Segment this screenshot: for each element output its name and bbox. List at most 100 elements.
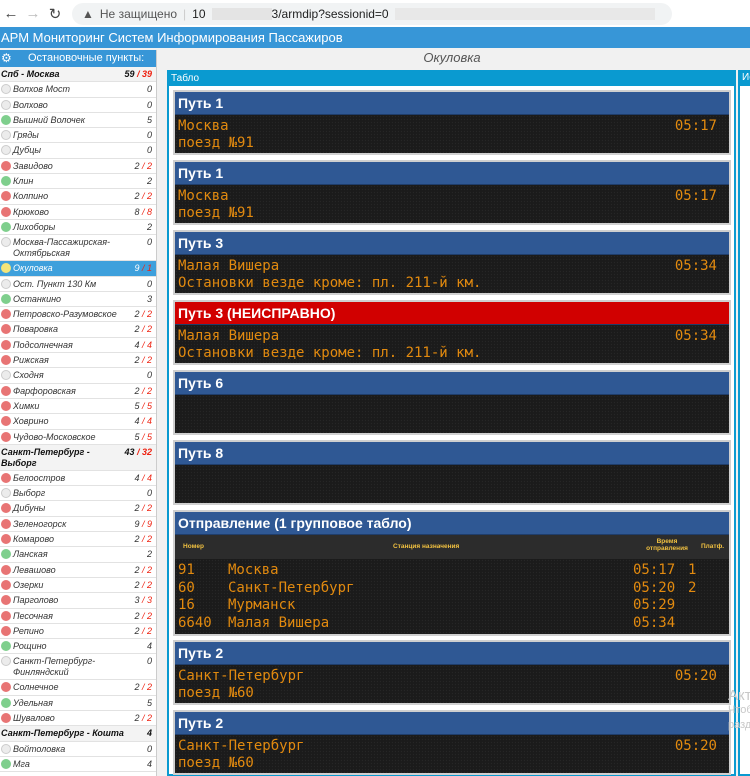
stop-item[interactable]: Лихоборы 2: [0, 220, 156, 236]
board: Путь 2 Санкт-Петербург поезд №60 05:20: [173, 710, 731, 775]
address-bar[interactable]: ▲ Не защищено | 10 3/armdip?sessionid=0: [72, 2, 672, 25]
count-faulty-value: 2: [146, 579, 152, 590]
stop-item[interactable]: Рощино 4: [0, 639, 156, 655]
board-display: [175, 465, 729, 503]
board: Путь 1 Москва поезд №91 05:17: [173, 90, 731, 155]
stop-name: Москва-Пассажирская-Октябрьская: [13, 237, 111, 259]
station-title: Окуловка: [423, 50, 481, 65]
stop-item[interactable]: Москва-Пассажирская-Октябрьская 0: [0, 235, 156, 262]
count-faulty: / 2: [139, 503, 152, 514]
stop-item[interactable]: Войтоловка 0: [0, 742, 156, 757]
count-total: 2: [146, 176, 152, 187]
count-total: 2: [134, 191, 140, 202]
count-faulty: / 2: [139, 534, 152, 545]
stop-item[interactable]: Рижская 2 / 2: [0, 353, 156, 369]
stop-item[interactable]: Белоостров 4 / 4: [0, 471, 156, 487]
stop-count: 4 / 4: [134, 340, 152, 351]
stop-name: Рощино: [13, 641, 47, 652]
stop-count: 2 / 2: [134, 191, 152, 202]
count-total: 5: [146, 114, 152, 125]
route-group[interactable]: Спб - Москва 59 / 39: [0, 67, 156, 83]
stop-item[interactable]: Выборг 0: [0, 486, 156, 502]
stop-name: Останкино: [13, 293, 62, 304]
stop-count: 2: [147, 549, 152, 560]
count-total: 4: [146, 728, 152, 739]
stop-item[interactable]: Крюково 8 / 8: [0, 205, 156, 220]
stop-item[interactable]: Парголово 3 / 3: [0, 593, 156, 609]
board-line-1: Санкт-Петербург: [178, 738, 305, 754]
board-line-1: Малая Вишера: [178, 328, 280, 344]
stop-item[interactable]: Левашово 2 / 2: [0, 563, 156, 578]
stop-item[interactable]: Фарфоровская 2 / 2: [0, 384, 156, 399]
stop-item[interactable]: Петровско-Разумовское 2 / 2: [0, 307, 156, 323]
status-dot-icon: [1, 610, 11, 621]
stop-item[interactable]: Ховрино 4 / 4: [0, 414, 156, 430]
stop-item[interactable]: Сходня 0: [0, 368, 156, 384]
stop-count: 5: [147, 115, 152, 126]
stop-item[interactable]: Дибуны 2 / 2: [0, 501, 156, 517]
stop-item[interactable]: Останкино 3: [0, 292, 156, 308]
count-total: 2: [146, 221, 152, 232]
status-dot-icon: [1, 145, 11, 156]
count-faulty: / 2: [139, 324, 152, 335]
count-faulty: / 32: [134, 446, 152, 457]
route-group[interactable]: Санкт-Петербург - Выборг 43 / 32: [0, 444, 156, 471]
stop-item[interactable]: Подсолнечная 4 / 4: [0, 338, 156, 354]
status-dot-icon: [1, 293, 11, 304]
stop-name: Сходня: [13, 370, 44, 381]
departure-time: 05:34: [633, 614, 676, 631]
back-icon[interactable]: ←: [3, 5, 19, 22]
status-dot-icon: [1, 743, 11, 754]
boards-panel: Табло Путь 1 Москва поезд №91 05:17 Путь 1 Мо…: [167, 70, 736, 776]
stop-name: Солнечное: [13, 682, 59, 693]
board-title: Путь 1: [175, 162, 729, 185]
stop-item[interactable]: Ост. Пункт 130 Км 0: [0, 277, 156, 292]
stop-name: Дубцы: [13, 145, 41, 156]
stop-item[interactable]: Клин 2: [0, 174, 156, 190]
count-faulty-value: 2: [146, 625, 152, 636]
stop-item[interactable]: Дубцы 0: [0, 143, 156, 159]
stop-item[interactable]: Окуловка 9 / 1: [0, 261, 156, 277]
count-faulty-value: 9: [146, 518, 152, 529]
stop-item[interactable]: Волхов Мост 0: [0, 82, 156, 98]
stop-item[interactable]: Поваровка 2 / 2: [0, 322, 156, 338]
count-faulty-value: 5: [146, 400, 152, 411]
reload-icon[interactable]: ↻: [48, 5, 62, 23]
stop-item[interactable]: Чудово-Московское 5 / 5: [0, 430, 156, 445]
count-faulty: / 2: [139, 385, 152, 396]
stop-item[interactable]: Санкт-Петербург-Финляндский 0: [0, 654, 156, 681]
panel-title: Табло: [169, 72, 734, 86]
stop-item[interactable]: Волхово 0: [0, 98, 156, 113]
stop-item[interactable]: Комарово 2 / 2: [0, 532, 156, 548]
stop-item[interactable]: Гряды 0: [0, 128, 156, 144]
stop-item[interactable]: Удельная 5: [0, 696, 156, 711]
stop-item[interactable]: Ланская 2: [0, 547, 156, 563]
count-faulty-value: 39: [141, 69, 152, 79]
stop-item[interactable]: Озерки 2 / 2: [0, 578, 156, 594]
stop-item[interactable]: Солнечное 2 / 2: [0, 680, 156, 696]
stop-item[interactable]: Завидово 2 / 2: [0, 159, 156, 175]
board: Путь 8: [173, 440, 731, 505]
stop-item[interactable]: Репино 2 / 2: [0, 624, 156, 640]
forward-icon[interactable]: →: [25, 5, 41, 22]
stop-count: 0: [147, 488, 152, 499]
stop-item[interactable]: Песочная 2 / 2: [0, 609, 156, 624]
stop-name: Репино: [13, 625, 44, 636]
stop-item[interactable]: Химки 5 / 5: [0, 399, 156, 415]
stop-name: Санкт-Петербург - Выборг: [1, 446, 90, 468]
route-group[interactable]: Санкт-Петербург - Кошта 4: [0, 726, 156, 742]
stop-item[interactable]: Шувалово 2 / 2: [0, 711, 156, 727]
status-dot-icon: [1, 160, 11, 171]
stop-item[interactable]: Вышний Волочек 5: [0, 113, 156, 129]
stop-name: Гряды: [13, 130, 39, 141]
stop-count: 0: [147, 237, 152, 248]
count-total: 0: [146, 84, 152, 95]
stop-item[interactable]: Колпино 2 / 2: [0, 189, 156, 205]
board-line-2: Остановки везде кроме: пл. 211-й км.: [178, 275, 482, 291]
count-faulty: / 5: [139, 400, 152, 411]
stop-item[interactable]: Мга 4: [0, 757, 156, 773]
gear-icon[interactable]: ⚙: [1, 51, 12, 65]
stop-item[interactable]: Зеленогорск 9 / 9: [0, 517, 156, 533]
destination: Москва: [228, 562, 279, 578]
stop-count: 4: [147, 759, 152, 770]
